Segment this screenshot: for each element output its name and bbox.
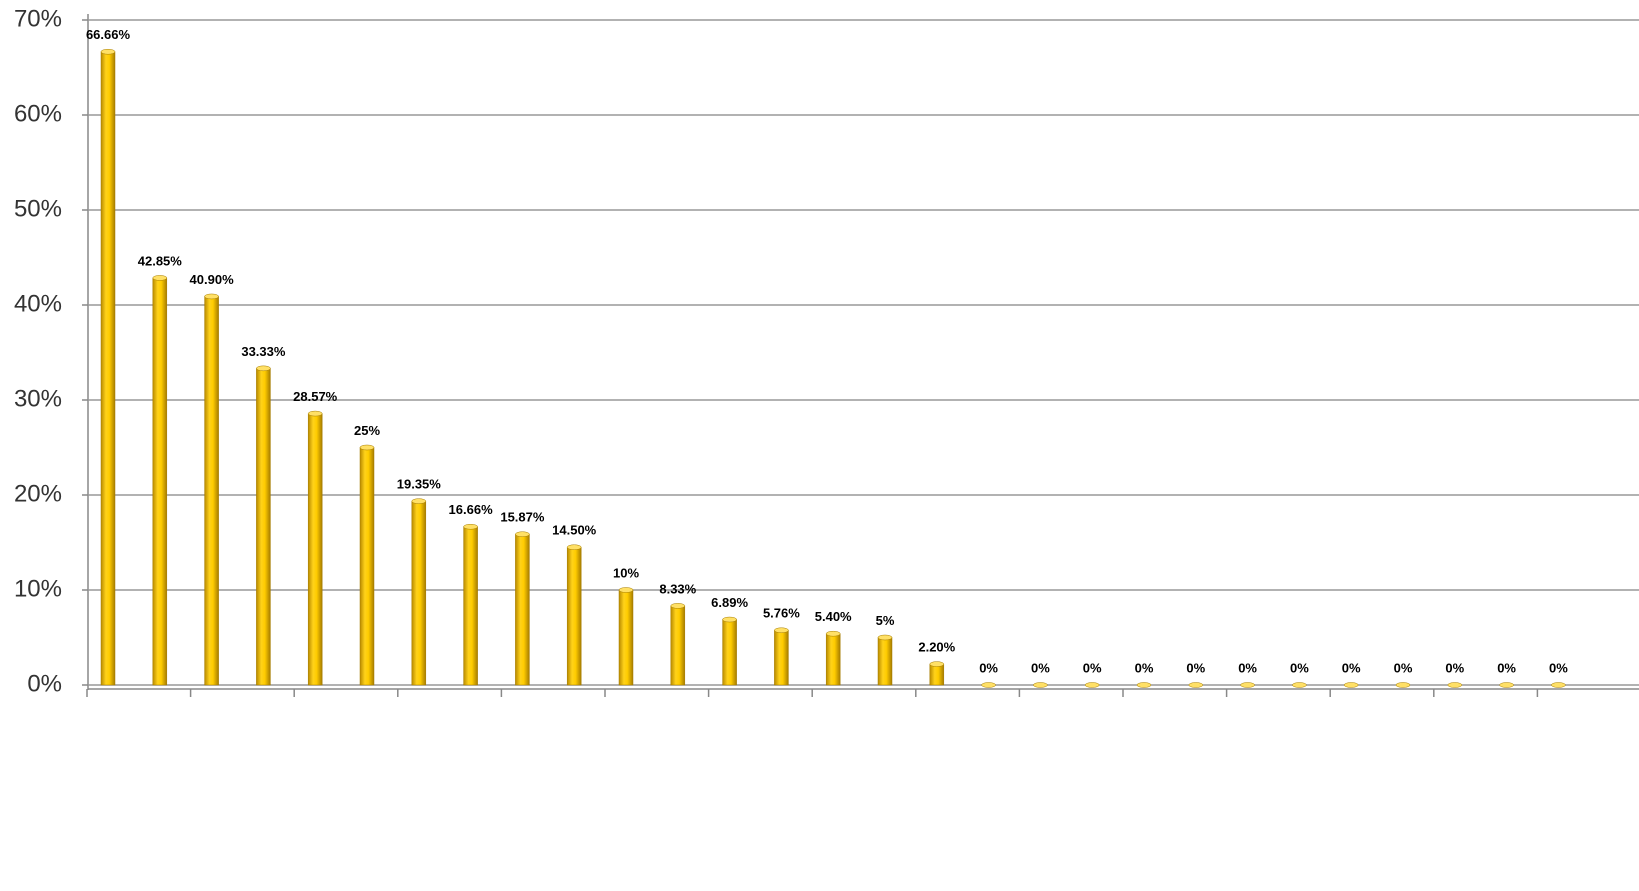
value-label: 0% (1135, 660, 1154, 675)
bar-top (152, 275, 168, 281)
bar-top (204, 293, 219, 300)
value-label: 16.66% (449, 502, 494, 517)
value-label: 28.57% (293, 389, 338, 404)
value-label: 5% (876, 613, 895, 628)
bar-top (256, 365, 271, 372)
y-tick-label: 30% (14, 385, 62, 412)
bar (204, 296, 219, 686)
bar-top (359, 444, 375, 451)
value-label: 8.33% (659, 581, 696, 596)
bar-top (1343, 682, 1359, 688)
bar-top (825, 630, 841, 637)
bar-top (515, 531, 530, 537)
bar (152, 277, 168, 686)
bar (929, 663, 945, 686)
bar-top (722, 616, 737, 623)
value-label: 14.50% (552, 523, 597, 538)
bar (359, 447, 375, 686)
value-label: 0% (1290, 660, 1309, 675)
bar-top (1240, 682, 1255, 688)
bar-top (1188, 682, 1204, 688)
bar-top (1447, 682, 1463, 688)
value-label: 0% (979, 660, 998, 675)
bar (722, 619, 737, 686)
bar-top (1292, 682, 1307, 688)
bar (463, 526, 478, 686)
bar-top (1084, 682, 1100, 688)
bar-top (981, 682, 996, 688)
bar (566, 547, 582, 686)
value-label: 42.85% (138, 253, 183, 268)
bar-top (100, 48, 116, 55)
bar-top (307, 410, 323, 417)
bar-top (1033, 682, 1048, 688)
value-label: 0% (1186, 660, 1205, 675)
value-label: 2.20% (918, 640, 955, 655)
bar (256, 368, 271, 686)
bar-top (1136, 682, 1152, 688)
value-label: 33.33% (241, 344, 286, 359)
value-label: 0% (1083, 660, 1102, 675)
value-label: 5.76% (763, 606, 800, 621)
bar-top (1395, 682, 1411, 688)
value-label: 25% (354, 423, 380, 438)
bar-top (929, 661, 945, 667)
y-tick-label: 50% (14, 195, 62, 222)
value-label: 0% (1031, 660, 1050, 675)
y-tick-label: 20% (14, 480, 62, 507)
bar (774, 630, 789, 686)
value-label: 0% (1342, 660, 1361, 675)
value-label: 19.35% (397, 477, 442, 492)
bar-top (670, 603, 686, 609)
y-tick-label: 0% (27, 670, 62, 697)
y-tick-label: 40% (14, 290, 62, 317)
value-label: 10% (613, 565, 639, 580)
bar-top (463, 523, 478, 530)
bar (100, 51, 116, 686)
value-label: 0% (1394, 660, 1413, 675)
value-label: 0% (1549, 660, 1568, 675)
bar-top (774, 627, 789, 634)
value-label: 6.89% (711, 595, 748, 610)
value-label: 0% (1238, 660, 1257, 675)
bar (670, 605, 686, 686)
bar (515, 533, 530, 686)
value-label: 5.40% (815, 609, 852, 624)
value-label: 66.66% (86, 27, 131, 42)
bar (877, 637, 893, 686)
value-label: 40.90% (190, 272, 235, 287)
value-label: 0% (1445, 660, 1464, 675)
bar (618, 589, 634, 686)
value-label: 15.87% (500, 510, 545, 525)
bar-top (877, 634, 893, 641)
y-tick-label: 10% (14, 575, 62, 602)
bar (825, 633, 841, 686)
bar-top (1499, 682, 1514, 688)
y-tick-label: 70% (14, 5, 62, 32)
bar (307, 413, 323, 686)
bar-top (618, 587, 634, 593)
bar-top (411, 498, 427, 504)
bar (411, 500, 427, 686)
value-label: 0% (1497, 660, 1516, 675)
bar-top (1551, 682, 1566, 688)
y-tick-label: 60% (14, 100, 62, 127)
bar-top (566, 544, 582, 550)
